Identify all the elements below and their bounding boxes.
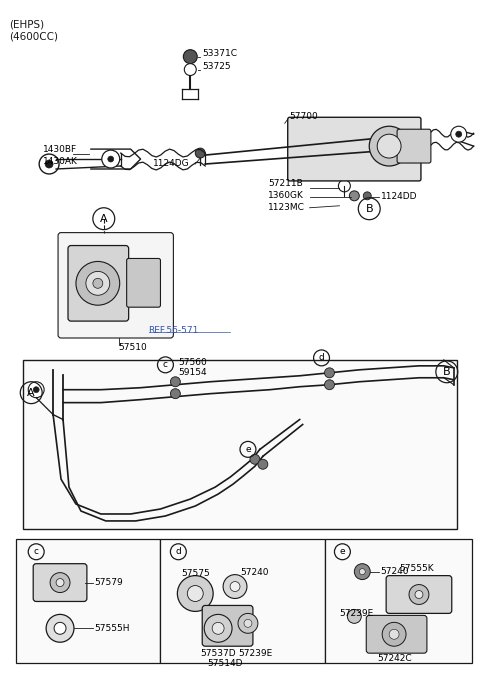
Text: 57555K: 57555K [399, 564, 434, 573]
Text: A: A [100, 214, 108, 223]
Circle shape [230, 582, 240, 592]
Circle shape [250, 454, 260, 464]
Circle shape [369, 126, 409, 166]
FancyBboxPatch shape [288, 117, 421, 181]
Text: 57239E: 57239E [339, 609, 373, 618]
Circle shape [363, 192, 371, 200]
Circle shape [170, 389, 180, 399]
Circle shape [178, 575, 213, 611]
Text: (4600CC): (4600CC) [9, 32, 59, 42]
Text: 57240: 57240 [380, 567, 408, 576]
Circle shape [108, 156, 114, 162]
Text: 1430AK: 1430AK [43, 156, 78, 166]
Circle shape [258, 459, 268, 469]
Text: (EHPS): (EHPS) [9, 20, 45, 30]
Bar [23, 360, 457, 529]
Circle shape [46, 615, 74, 642]
Circle shape [456, 131, 462, 137]
Text: 57240: 57240 [240, 568, 268, 577]
Circle shape [377, 134, 401, 158]
Text: c: c [34, 547, 39, 556]
Circle shape [348, 609, 361, 624]
Circle shape [28, 382, 44, 397]
FancyBboxPatch shape [127, 259, 160, 307]
Text: e: e [339, 547, 345, 556]
Circle shape [184, 64, 196, 76]
Text: 57510: 57510 [119, 343, 147, 353]
Circle shape [50, 573, 70, 592]
Text: 53371C: 53371C [202, 49, 237, 58]
Text: 1124DG: 1124DG [153, 158, 189, 167]
Text: d: d [319, 353, 324, 362]
Text: 59154: 59154 [179, 368, 207, 377]
Circle shape [195, 148, 205, 158]
Circle shape [93, 278, 103, 288]
Circle shape [187, 586, 203, 601]
Circle shape [360, 569, 365, 575]
Circle shape [382, 622, 406, 647]
FancyBboxPatch shape [386, 575, 452, 613]
Circle shape [338, 180, 350, 192]
Circle shape [204, 615, 232, 642]
Text: 57537D: 57537D [200, 649, 236, 657]
Circle shape [56, 579, 64, 586]
Circle shape [76, 261, 120, 305]
Text: d: d [176, 547, 181, 556]
FancyBboxPatch shape [366, 615, 427, 653]
Circle shape [102, 150, 120, 168]
Circle shape [451, 126, 467, 142]
Circle shape [33, 387, 39, 393]
Circle shape [86, 271, 110, 295]
Text: 1123MC: 1123MC [268, 203, 305, 213]
Text: 57555H: 57555H [94, 624, 129, 633]
Text: 1124DD: 1124DD [381, 192, 418, 201]
Circle shape [39, 154, 59, 174]
Text: c: c [163, 360, 168, 370]
Circle shape [415, 590, 423, 598]
Text: 57560: 57560 [179, 358, 207, 368]
Circle shape [349, 191, 360, 201]
Circle shape [244, 619, 252, 628]
Circle shape [212, 622, 224, 634]
Text: A: A [27, 388, 35, 397]
Circle shape [45, 160, 53, 168]
Circle shape [354, 564, 370, 580]
Text: e: e [245, 445, 251, 454]
FancyBboxPatch shape [68, 246, 129, 321]
Circle shape [324, 380, 335, 390]
Circle shape [409, 584, 429, 605]
Text: 1430BF: 1430BF [43, 145, 77, 154]
Text: B: B [443, 367, 451, 377]
Circle shape [54, 622, 66, 634]
Text: 57211B: 57211B [268, 179, 302, 188]
Text: 1360GK: 1360GK [268, 192, 304, 200]
Text: 53725: 53725 [202, 62, 231, 71]
Circle shape [389, 630, 399, 639]
Text: 57242C: 57242C [377, 653, 411, 663]
FancyBboxPatch shape [33, 564, 87, 601]
FancyBboxPatch shape [58, 233, 173, 338]
FancyBboxPatch shape [202, 605, 253, 647]
Circle shape [238, 613, 258, 633]
Bar [160, 539, 324, 663]
Text: 57514D: 57514D [207, 659, 243, 668]
FancyBboxPatch shape [397, 129, 431, 163]
Text: 57575: 57575 [181, 569, 210, 578]
Circle shape [324, 368, 335, 378]
Circle shape [223, 575, 247, 598]
Text: REF.56-571: REF.56-571 [148, 326, 199, 334]
Bar [16, 539, 160, 663]
Text: 57700: 57700 [290, 112, 318, 121]
Bar [324, 539, 472, 663]
Circle shape [170, 377, 180, 387]
Circle shape [183, 49, 197, 64]
Text: 57239E: 57239E [238, 649, 272, 657]
Text: 57579: 57579 [94, 578, 122, 587]
Text: B: B [365, 204, 373, 214]
